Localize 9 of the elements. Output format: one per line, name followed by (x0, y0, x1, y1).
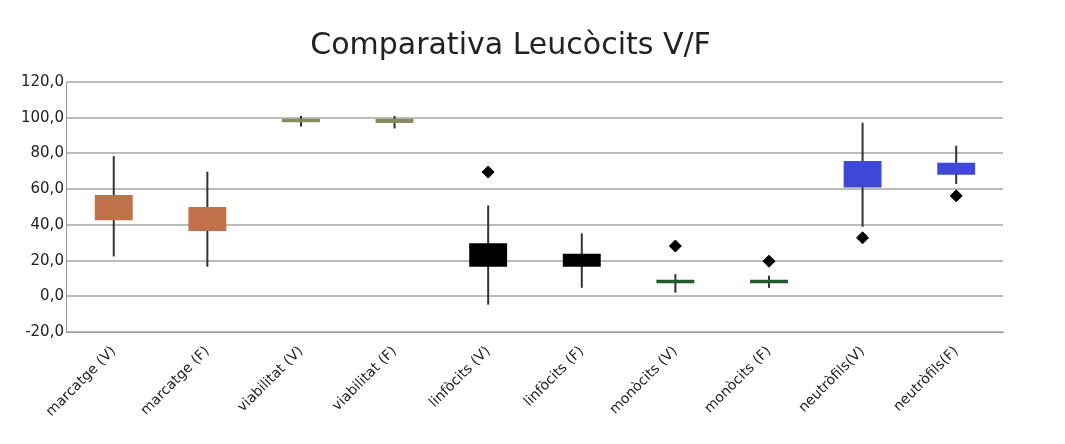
y-tick-label: 60,0 (30, 179, 64, 198)
chart-title: Comparativa Leucòcits V/F (310, 25, 711, 61)
y-tick-label: 0,0 (40, 286, 64, 305)
y-tick-label: 80,0 (30, 143, 64, 162)
y-tick-label: 100,0 (20, 107, 64, 126)
y-tick-label: 20,0 (30, 250, 64, 269)
y-tick-label: 120,0 (20, 71, 64, 90)
y-tick-label: -20,0 (25, 322, 64, 341)
y-tick-label: 40,0 (30, 214, 64, 233)
